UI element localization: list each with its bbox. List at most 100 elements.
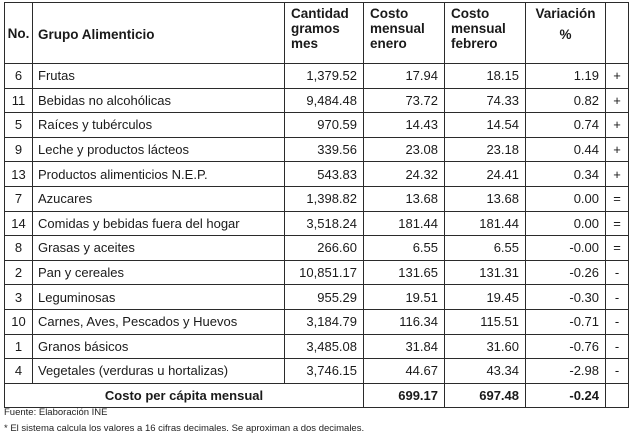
cell-febrero: 6.55 — [444, 235, 526, 261]
cell-grupo: Comidas y bebidas fuera del hogar — [32, 210, 285, 237]
header-enero-line1: Costo — [370, 6, 409, 21]
cell-cantidad: 3,518.24 — [284, 210, 364, 237]
cell-febrero: 74.33 — [444, 87, 526, 114]
cell-variacion: 0.34 — [525, 161, 606, 187]
cell-febrero: 115.51 — [444, 308, 526, 335]
cell-enero: 24.32 — [363, 161, 445, 187]
cell-cantidad: 970.59 — [284, 112, 364, 138]
cell-variacion: -0.26 — [525, 259, 606, 286]
cell-variacion: -0.30 — [525, 284, 606, 310]
table-row: 4 Vegetales (verduras u hortalizas) 3,746.… — [4, 358, 629, 384]
table-row: 6 Frutas 1,379.52 17.94 18.15 1.19 + — [4, 63, 629, 89]
header-febrero-line3: febrero — [451, 36, 498, 51]
cell-signo: = — [605, 210, 629, 237]
header-no: No. — [4, 2, 33, 64]
cell-signo: - — [605, 333, 629, 360]
table-row: 9 Leche y productos lácteos 339.56 23.08 23.… — [4, 136, 629, 163]
cell-febrero: 13.68 — [444, 185, 526, 212]
cell-enero: 73.72 — [363, 87, 445, 114]
precision-note: * El sistema calcula los valores a 16 ci… — [4, 423, 365, 434]
cell-variacion: 0.74 — [525, 112, 606, 138]
notes: Fuente: Elaboración INE * El sistema cal… — [4, 405, 364, 437]
total-row: Costo per cápita mensual 699.17 697.48 -0.2… — [4, 382, 629, 409]
cell-enero: 23.08 — [363, 136, 445, 163]
cell-variacion: -0.76 — [525, 333, 606, 360]
cell-no: 5 — [4, 112, 33, 138]
cell-signo: - — [605, 284, 629, 310]
table-body: 6 Frutas 1,379.52 17.94 18.15 1.19 +11 Bebidas … — [4, 63, 629, 409]
table-row: 2 Pan y cereales 10,851.17 131.65 131.31 -0.2… — [4, 259, 629, 286]
cell-variacion: -0.00 — [525, 235, 606, 261]
header-febrero-line1: Costo — [451, 6, 490, 21]
cell-grupo: Leguminosas — [32, 284, 285, 310]
header-signo — [605, 2, 629, 64]
table-row: 11 Bebidas no alcohólicas 9,484.48 73.72 74.… — [4, 87, 629, 114]
cell-signo: = — [605, 185, 629, 212]
cell-no: 2 — [4, 259, 33, 286]
source-note: Fuente: Elaboración INE — [4, 407, 108, 418]
cell-variacion: -0.71 — [525, 308, 606, 335]
cell-no: 10 — [4, 308, 33, 335]
cell-signo: = — [605, 235, 629, 261]
cell-signo: - — [605, 259, 629, 286]
table-row: 13 Productos alimenticios N.E.P. 543.83 24.… — [4, 161, 629, 187]
cell-enero: 14.43 — [363, 112, 445, 138]
total-febrero: 697.48 — [444, 382, 526, 409]
header-variacion: Variación % — [525, 2, 606, 64]
food-cost-table-container: No. Grupo Alimenticio Cantidad gramos me… — [4, 2, 629, 409]
table-row: 10 Carnes, Aves, Pescados y Huevos 3,184.7… — [4, 308, 629, 335]
cell-febrero: 131.31 — [444, 259, 526, 286]
cell-enero: 181.44 — [363, 210, 445, 237]
cell-febrero: 181.44 — [444, 210, 526, 237]
cell-grupo: Leche y productos lácteos — [32, 136, 285, 163]
cell-signo: + — [605, 161, 629, 187]
cell-enero: 6.55 — [363, 235, 445, 261]
cell-no: 13 — [4, 161, 33, 187]
cell-cantidad: 543.83 — [284, 161, 364, 187]
cell-cantidad: 3,746.15 — [284, 358, 364, 384]
cell-cantidad: 9,484.48 — [284, 87, 364, 114]
cell-grupo: Vegetales (verduras u hortalizas) — [32, 358, 285, 384]
cell-enero: 44.67 — [363, 358, 445, 384]
cell-grupo: Azucares — [32, 185, 285, 212]
cell-febrero: 24.41 — [444, 161, 526, 187]
cell-enero: 116.34 — [363, 308, 445, 335]
header-cantidad: Cantidad gramos mes — [284, 2, 364, 64]
total-enero: 699.17 — [363, 382, 445, 409]
cell-febrero: 14.54 — [444, 112, 526, 138]
cell-grupo: Productos alimenticios N.E.P. — [32, 161, 285, 187]
cell-no: 11 — [4, 87, 33, 114]
cell-no: 9 — [4, 136, 33, 163]
cell-febrero: 23.18 — [444, 136, 526, 163]
header-variacion-line1: Variación — [535, 6, 596, 21]
header-grupo: Grupo Alimenticio — [32, 2, 285, 64]
cell-grupo: Raíces y tubérculos — [32, 112, 285, 138]
food-cost-table: No. Grupo Alimenticio Cantidad gramos me… — [4, 2, 629, 409]
cell-enero: 17.94 — [363, 63, 445, 89]
cell-febrero: 18.15 — [444, 63, 526, 89]
cell-cantidad: 266.60 — [284, 235, 364, 261]
cell-signo: + — [605, 87, 629, 114]
header-enero: Costo mensual enero — [363, 2, 445, 64]
cell-cantidad: 3,184.79 — [284, 308, 364, 335]
cell-enero: 13.68 — [363, 185, 445, 212]
cell-grupo: Carnes, Aves, Pescados y Huevos — [32, 308, 285, 335]
header-febrero: Costo mensual febrero — [444, 2, 526, 64]
cell-no: 3 — [4, 284, 33, 310]
table-row: 14 Comidas y bebidas fuera del hogar 3,518… — [4, 210, 629, 237]
cell-variacion: 0.82 — [525, 87, 606, 114]
header-no-label: No. — [7, 25, 30, 41]
cell-grupo: Pan y cereales — [32, 259, 285, 286]
header-cantidad-line1: Cantidad — [291, 6, 349, 21]
header-cantidad-line3: mes — [291, 36, 319, 51]
header-variacion-line2: % — [559, 27, 572, 42]
cell-no: 14 — [4, 210, 33, 237]
cell-grupo: Grasas y aceites — [32, 235, 285, 261]
table-row: 5 Raíces y tubérculos 970.59 14.43 14.54 0.74… — [4, 112, 629, 138]
total-label: Costo per cápita mensual — [4, 382, 364, 409]
cell-cantidad: 1,398.82 — [284, 185, 364, 212]
table-header-row: No. Grupo Alimenticio Cantidad gramos me… — [4, 2, 629, 64]
cell-variacion: 0.44 — [525, 136, 606, 163]
cell-no: 8 — [4, 235, 33, 261]
cell-signo: - — [605, 358, 629, 384]
